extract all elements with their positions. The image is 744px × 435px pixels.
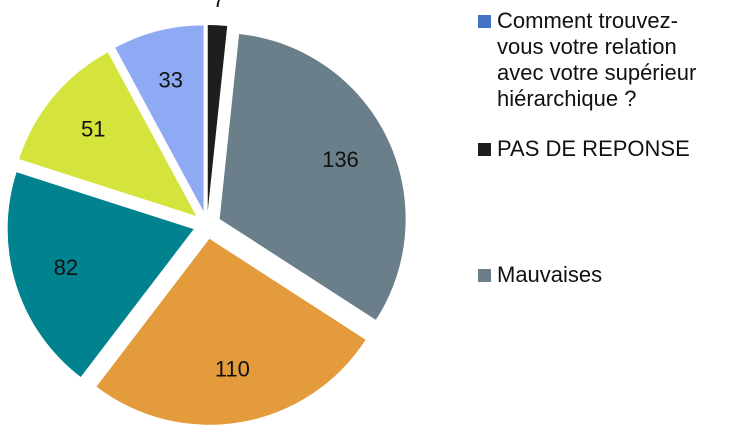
- pie-slice: [207, 25, 228, 212]
- data-label: 51: [81, 116, 105, 141]
- legend-label: Mauvaises: [497, 262, 603, 287]
- data-label: 33: [159, 67, 183, 92]
- legend-swatch: [478, 269, 491, 282]
- data-label: 110: [215, 357, 250, 382]
- legend-label: PAS DE REPONSE: [497, 136, 690, 161]
- legend-label: Comment trouvez-vous votre relation avec…: [497, 8, 697, 111]
- legend-swatch: [478, 143, 491, 156]
- data-label: 82: [54, 255, 78, 280]
- chart: 7 136 110 82 51 33: [7, 0, 406, 425]
- legend-swatch: [478, 15, 491, 28]
- pie-slice: [115, 25, 204, 212]
- pie-slice: [96, 238, 366, 425]
- pie-slice: [7, 172, 194, 377]
- data-label: 7: [213, 0, 225, 12]
- legend-entry: Mauvaises: [478, 262, 740, 288]
- legend-entry: Comment trouvez-vous votre relation avec…: [478, 8, 740, 112]
- data-label: 136: [322, 147, 359, 172]
- pie-slice: [219, 33, 406, 320]
- legend-entry: PAS DE REPONSE: [478, 136, 740, 162]
- pie-slice: [19, 52, 197, 217]
